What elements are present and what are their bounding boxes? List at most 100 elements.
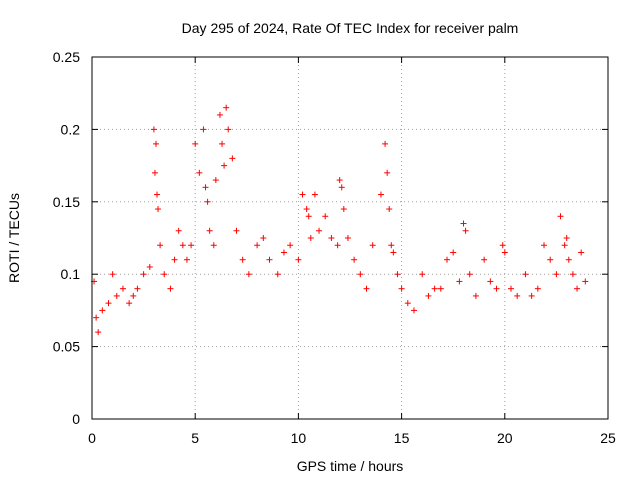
data-point <box>287 242 294 249</box>
x-tick-labels: 0 5 10 15 20 25 <box>88 430 616 446</box>
x-tick-label: 0 <box>88 430 96 446</box>
data-point <box>553 271 560 278</box>
data-point <box>394 271 401 278</box>
data-point <box>210 242 217 249</box>
data-point <box>157 242 164 249</box>
data-point <box>419 271 426 278</box>
data-point <box>578 249 585 256</box>
data-point <box>390 249 397 256</box>
data-point <box>229 155 236 162</box>
data-point <box>299 191 306 198</box>
data-point <box>369 242 376 249</box>
data-point <box>202 184 209 191</box>
data-point <box>384 169 391 176</box>
data-point <box>155 206 162 213</box>
data-point <box>134 285 141 292</box>
data-point <box>462 227 469 234</box>
data-point <box>557 213 564 220</box>
data-point <box>316 227 323 234</box>
data-point <box>404 300 411 307</box>
data-point <box>493 285 500 292</box>
data-point <box>547 256 554 263</box>
data-point <box>425 292 432 299</box>
data-point <box>388 242 395 249</box>
data-point <box>501 249 508 256</box>
data-point <box>311 191 318 198</box>
data-point <box>303 206 310 213</box>
data-point <box>338 184 345 191</box>
data-point <box>188 242 195 249</box>
data-point <box>582 278 589 285</box>
data-point <box>154 191 161 198</box>
data-point <box>574 285 581 292</box>
data-point <box>179 242 186 249</box>
data-point <box>481 256 488 263</box>
data-point <box>200 126 207 133</box>
data-point <box>126 300 133 307</box>
data-points <box>91 104 589 336</box>
data-point <box>206 227 213 234</box>
x-tick-label: 15 <box>394 430 410 446</box>
data-point <box>522 271 529 278</box>
data-point <box>450 249 457 256</box>
data-point <box>130 292 137 299</box>
x-tick-label: 10 <box>291 430 307 446</box>
data-point <box>146 263 153 270</box>
y-tick-label: 0.25 <box>53 49 80 65</box>
data-point <box>183 256 190 263</box>
data-point <box>295 256 302 263</box>
data-point <box>351 256 358 263</box>
data-point <box>109 271 116 278</box>
data-point <box>221 162 228 169</box>
x-tick-label: 25 <box>600 430 616 446</box>
data-point <box>386 206 393 213</box>
data-point <box>212 177 219 184</box>
data-point <box>444 256 451 263</box>
data-point <box>161 271 168 278</box>
x-axis-label: GPS time / hours <box>297 458 404 474</box>
data-point <box>344 235 351 241</box>
data-point <box>514 292 521 299</box>
data-point <box>150 126 157 133</box>
data-point <box>225 126 232 133</box>
data-point <box>357 271 364 278</box>
data-point <box>499 242 506 249</box>
x-tick-label: 5 <box>191 430 199 446</box>
data-point <box>167 285 174 292</box>
y-tick-label: 0.1 <box>61 266 81 282</box>
data-point <box>507 285 514 292</box>
data-point <box>528 292 535 299</box>
data-point <box>140 271 147 278</box>
data-point <box>377 191 384 198</box>
data-point <box>328 235 335 241</box>
data-point <box>437 285 444 292</box>
data-point <box>472 292 479 299</box>
y-tick-label: 0.15 <box>53 194 80 210</box>
data-point <box>305 213 312 220</box>
data-point <box>113 292 120 299</box>
data-point <box>93 314 100 321</box>
data-point <box>334 242 341 249</box>
data-point <box>219 140 226 147</box>
data-point <box>460 220 467 227</box>
data-point <box>95 329 102 336</box>
y-tick-labels: 0 0.05 0.1 0.15 0.2 0.25 <box>53 49 80 427</box>
data-point <box>565 256 572 263</box>
y-tick-label: 0.05 <box>53 339 80 355</box>
data-point <box>204 198 211 205</box>
data-point <box>431 285 438 292</box>
data-point <box>569 271 576 278</box>
data-point <box>336 177 343 184</box>
data-point <box>192 140 199 147</box>
data-point <box>223 104 230 111</box>
data-point <box>541 242 548 249</box>
x-tick-label: 20 <box>497 430 513 446</box>
data-point <box>239 256 246 263</box>
data-point <box>563 235 570 241</box>
data-point <box>151 169 158 176</box>
data-point <box>152 140 159 147</box>
data-point <box>196 169 203 176</box>
y-tick-label: 0.2 <box>61 121 81 137</box>
data-point <box>363 285 370 292</box>
